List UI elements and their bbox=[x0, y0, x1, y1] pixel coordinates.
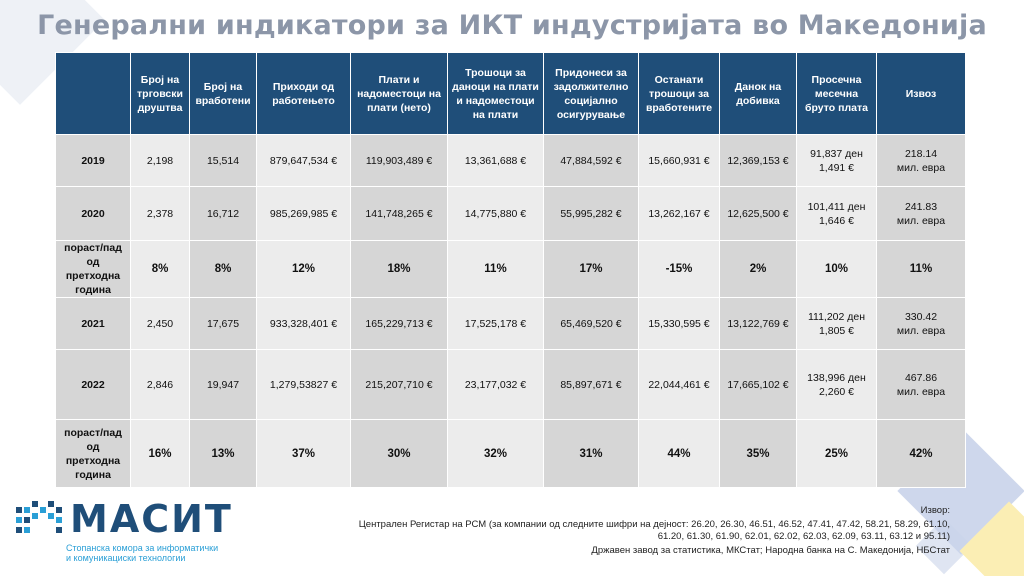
table-cell: 23,177,032 € bbox=[447, 349, 544, 420]
table-cell: 13,262,167 € bbox=[638, 186, 720, 241]
table-cell: 15,660,931 € bbox=[638, 134, 720, 187]
table-cell: 16% bbox=[130, 419, 190, 488]
year-row: 2019 2,198 15,514 879,647,534 €119,903,489 … bbox=[55, 134, 966, 187]
row-label-cell: пораст/пад од претходна година bbox=[55, 419, 131, 488]
table-cell: 85,897,671 € bbox=[543, 349, 639, 420]
column-header: Приходи од работењето bbox=[256, 52, 351, 135]
table-cell: 25% bbox=[796, 419, 877, 488]
page-title: Генерални индикатори за ИКТ индустријата… bbox=[37, 10, 987, 41]
column-header: Данок на добивка bbox=[719, 52, 797, 135]
source-note: Извор: Централен Регистар на РСМ (за ком… bbox=[330, 505, 950, 559]
indicators-table: Број на трговски друштва Број на вработен… bbox=[55, 52, 966, 488]
masit-logo: МАСИТ Стопанска комора за информатички и… bbox=[14, 497, 284, 567]
table-cell: 13% bbox=[189, 419, 257, 488]
table-cell: 19,947 bbox=[189, 349, 257, 420]
table-cell: 2% bbox=[719, 240, 797, 298]
table-cell: 37% bbox=[256, 419, 351, 488]
logo-subtitle-line-1: Стопанска комора за информатички bbox=[66, 543, 219, 553]
table-cell: 165,229,713 € bbox=[350, 297, 448, 350]
row-label-cell: пораст/пад од претходна година bbox=[55, 240, 131, 298]
table-cell: 17,665,102 € bbox=[719, 349, 797, 420]
row-label-cell: 2021 bbox=[55, 297, 131, 350]
table-cell: 47,884,592 € bbox=[543, 134, 639, 187]
table-cell: 16,712 bbox=[189, 186, 257, 241]
table-cell: 17,675 bbox=[189, 297, 257, 350]
table-cell: 30% bbox=[350, 419, 448, 488]
table-cell: 985,269,985 € bbox=[256, 186, 351, 241]
table-cell: 65,469,520 € bbox=[543, 297, 639, 350]
table-cell: 2,450 bbox=[130, 297, 190, 350]
table-cell: 218.14 мил. евра bbox=[876, 134, 966, 187]
column-header: Плати и надоместоци на плати (нето) bbox=[350, 52, 448, 135]
table-cell: 215,207,710 € bbox=[350, 349, 448, 420]
table-cell: 111,202 ден 1,805 € bbox=[796, 297, 877, 350]
table-cell: 17% bbox=[543, 240, 639, 298]
table-cell: 467.86 мил. евра bbox=[876, 349, 966, 420]
column-header: Трошоци за даноци на плати и надоместоци… bbox=[447, 52, 544, 135]
table-cell: 91,837 ден 1,491 € bbox=[796, 134, 877, 187]
table-cell: 35% bbox=[719, 419, 797, 488]
column-header: Број на трговски друштва bbox=[130, 52, 190, 135]
year-row: 2020 2,378 16,712 985,269,985 €141,748,265 … bbox=[55, 186, 966, 241]
table-cell: 32% bbox=[447, 419, 544, 488]
table-cell: 119,903,489 € bbox=[350, 134, 448, 187]
column-header: Просечна месечна бруто плата bbox=[796, 52, 877, 135]
table-cell: 141,748,265 € bbox=[350, 186, 448, 241]
source-line-2: Државен завод за статистика, МКСтат; Нар… bbox=[591, 545, 950, 556]
table-cell: -15% bbox=[638, 240, 720, 298]
header-corner-cell bbox=[55, 52, 131, 135]
logo-subtitle-line-2: и комуникациски технологии bbox=[66, 553, 186, 563]
table-cell: 933,328,401 € bbox=[256, 297, 351, 350]
logo-subtitle: Стопанска комора за информатички и комун… bbox=[66, 543, 218, 563]
table-cell: 1,279,53827 € bbox=[256, 349, 351, 420]
table-cell: 241.83 мил. евра bbox=[876, 186, 966, 241]
table-cell: 11% bbox=[876, 240, 966, 298]
table-cell: 101,411 ден 1,646 € bbox=[796, 186, 877, 241]
source-label: Извор: bbox=[920, 505, 950, 516]
column-header: Извоз bbox=[876, 52, 966, 135]
table-header-row: Број на трговски друштва Број на вработен… bbox=[55, 52, 966, 135]
table-cell: 18% bbox=[350, 240, 448, 298]
table-cell: 8% bbox=[130, 240, 190, 298]
table-cell: 12% bbox=[256, 240, 351, 298]
table-cell: 14,775,880 € bbox=[447, 186, 544, 241]
table-cell: 55,995,282 € bbox=[543, 186, 639, 241]
table-cell: 13,122,769 € bbox=[719, 297, 797, 350]
table-cell: 22,044,461 € bbox=[638, 349, 720, 420]
growth-row: пораст/пад од претходна година 16% 13% 37% 3… bbox=[55, 419, 966, 488]
table-cell: 330.42 мил. евра bbox=[876, 297, 966, 350]
logo-pixel-icon bbox=[16, 501, 62, 533]
table-cell: 31% bbox=[543, 419, 639, 488]
table-cell: 2,378 bbox=[130, 186, 190, 241]
table-cell: 13,361,688 € bbox=[447, 134, 544, 187]
table-cell: 11% bbox=[447, 240, 544, 298]
table-cell: 17,525,178 € bbox=[447, 297, 544, 350]
table-cell: 2,198 bbox=[130, 134, 190, 187]
table-cell: 12,625,500 € bbox=[719, 186, 797, 241]
year-row: 2021 2,450 17,675 933,328,401 €165,229,713 … bbox=[55, 297, 966, 350]
table-cell: 138,996 ден 2,260 € bbox=[796, 349, 877, 420]
logo-wordmark: МАСИТ bbox=[70, 497, 233, 541]
row-label-cell: 2020 bbox=[55, 186, 131, 241]
table-cell: 15,514 bbox=[189, 134, 257, 187]
table-cell: 8% bbox=[189, 240, 257, 298]
table-cell: 2,846 bbox=[130, 349, 190, 420]
year-row: 2022 2,846 19,947 1,279,53827 €215,207,710 … bbox=[55, 349, 966, 420]
growth-row: пораст/пад од претходна година 8% 8% 12% 18%… bbox=[55, 240, 966, 298]
row-label-cell: 2019 bbox=[55, 134, 131, 187]
table-cell: 15,330,595 € bbox=[638, 297, 720, 350]
table-cell: 10% bbox=[796, 240, 877, 298]
column-header: Останати трошоци за вработените bbox=[638, 52, 720, 135]
source-line-1: Централен Регистар на РСМ (за компании о… bbox=[358, 519, 950, 542]
row-label-cell: 2022 bbox=[55, 349, 131, 420]
table-cell: 42% bbox=[876, 419, 966, 488]
column-header: Придонеси за задолжително социјално осиг… bbox=[543, 52, 639, 135]
table-cell: 879,647,534 € bbox=[256, 134, 351, 187]
column-header: Број на вработени bbox=[189, 52, 257, 135]
table-cell: 12,369,153 € bbox=[719, 134, 797, 187]
table-cell: 44% bbox=[638, 419, 720, 488]
